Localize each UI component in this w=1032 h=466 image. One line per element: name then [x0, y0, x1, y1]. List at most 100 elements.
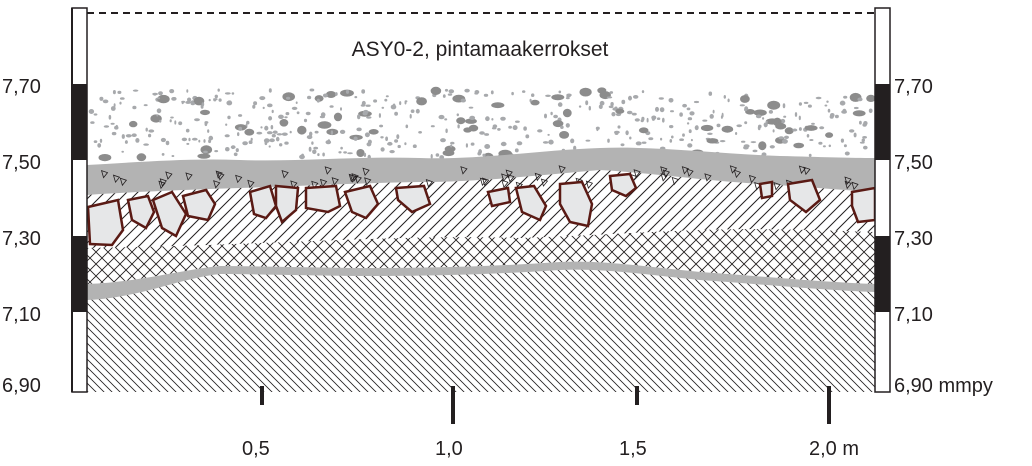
pebble	[565, 97, 570, 100]
pebble	[750, 141, 757, 144]
gravel-mark	[362, 167, 370, 177]
pebble	[97, 143, 102, 148]
pebble	[218, 98, 222, 102]
pebble	[108, 114, 112, 120]
pebble	[364, 132, 370, 138]
pebble	[186, 89, 189, 93]
pebble	[537, 129, 543, 133]
pebble	[735, 132, 738, 135]
x-axis-ticks	[260, 386, 831, 424]
pebble	[598, 104, 603, 109]
pebble	[415, 108, 420, 114]
pebble	[135, 138, 140, 143]
pebble	[313, 146, 319, 150]
pebble	[316, 98, 320, 103]
pebble	[93, 113, 98, 116]
pebble	[152, 92, 159, 96]
pebble	[198, 139, 201, 143]
lower-grey-band	[87, 261, 875, 300]
pebble	[271, 109, 274, 114]
pebble	[866, 94, 875, 102]
pebble	[804, 125, 818, 131]
pebble	[633, 95, 639, 99]
gravel-mark	[803, 166, 811, 176]
pebble	[560, 125, 564, 129]
pebble	[262, 106, 265, 110]
pebble	[522, 90, 526, 93]
pebble	[798, 102, 803, 106]
pebble	[325, 91, 337, 98]
pebble	[99, 138, 103, 143]
pebble	[187, 97, 192, 102]
pebble	[385, 95, 389, 98]
left-label-750: 7,50	[2, 152, 41, 174]
pebble	[687, 117, 693, 121]
pebble	[557, 102, 563, 107]
pebble	[169, 89, 175, 94]
pebble	[656, 117, 661, 120]
left-label-710: 7,10	[2, 304, 41, 326]
pebble	[736, 124, 742, 128]
left-label-770: 7,70	[2, 76, 41, 98]
pebble	[745, 109, 756, 115]
pebble	[289, 130, 292, 134]
pebble	[614, 131, 619, 135]
pebble	[548, 139, 554, 145]
gravel-mark	[704, 173, 712, 182]
pebble	[491, 118, 494, 121]
pebble	[416, 97, 427, 106]
gravel-mark	[185, 172, 193, 181]
pebble	[614, 106, 618, 109]
pebble	[317, 121, 332, 129]
pebble	[740, 95, 750, 103]
pebble	[246, 120, 250, 125]
x-label-20: 2,0 m	[809, 438, 859, 460]
gravel-mark	[844, 176, 852, 186]
gravel-mark	[349, 174, 358, 183]
gravel-mark	[505, 169, 513, 178]
pebble	[235, 148, 239, 153]
pebble	[252, 104, 256, 109]
pebble	[160, 137, 166, 143]
pebble	[213, 99, 217, 102]
pebble	[418, 131, 422, 134]
pebble	[721, 125, 734, 133]
pebble	[136, 153, 147, 162]
pebble	[523, 126, 527, 131]
pebble	[181, 137, 188, 142]
pebble	[90, 121, 95, 124]
pebble	[132, 89, 139, 92]
pebble	[485, 116, 490, 122]
pebble	[550, 111, 553, 116]
pebble	[772, 129, 775, 133]
pebble	[327, 139, 331, 143]
pebble	[753, 109, 767, 116]
pebble	[477, 151, 482, 156]
pebble	[468, 106, 474, 109]
pebble	[445, 128, 448, 134]
pebble	[224, 92, 231, 95]
pebble	[707, 132, 713, 135]
pebble	[392, 103, 396, 108]
pebble	[784, 127, 794, 135]
pebble	[299, 154, 305, 160]
gravel-mark	[660, 166, 668, 175]
pebble	[188, 137, 191, 142]
pebble	[621, 99, 626, 105]
pebble	[641, 116, 645, 121]
pebble	[660, 137, 663, 141]
gravel-mark	[100, 170, 109, 179]
pebble	[171, 155, 175, 157]
pebble	[333, 112, 343, 122]
pebble	[98, 154, 112, 162]
pebble	[465, 118, 477, 124]
pebble	[808, 153, 812, 158]
pebble	[544, 113, 547, 119]
pebble	[334, 92, 338, 96]
pebble	[450, 141, 455, 145]
gravel-mark	[119, 177, 128, 187]
pebble	[620, 143, 625, 147]
pebble	[682, 103, 687, 108]
pebble	[811, 122, 815, 125]
pebble	[381, 106, 385, 109]
